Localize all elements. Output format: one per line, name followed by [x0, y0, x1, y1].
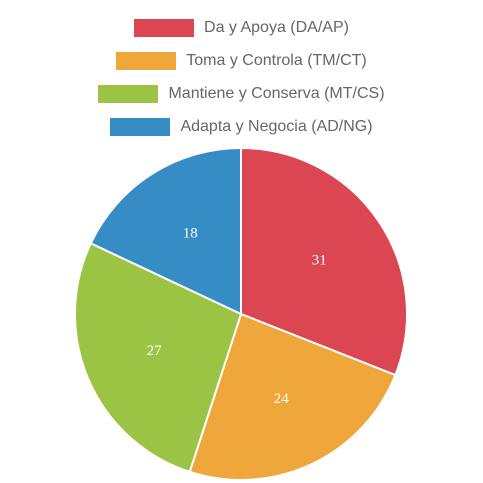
data-label: 31	[312, 252, 327, 268]
legend-swatch	[110, 117, 171, 136]
legend-item[interactable]: Adapta y Negocia (AD/NG)	[0, 110, 483, 143]
legend-item[interactable]: Mantiene y Conserva (MT/CS)	[0, 77, 483, 110]
pie-slice	[240, 146, 408, 377]
legend-item[interactable]: Da y Apoya (DA/AP)	[0, 11, 483, 44]
legend-item[interactable]: Toma y Controla (TM/CT)	[0, 44, 483, 77]
legend-swatch	[116, 51, 177, 70]
legend-swatch	[98, 84, 159, 103]
pie-slice	[188, 312, 397, 481]
legend-label: Mantiene y Conserva (MT/CS)	[168, 84, 385, 102]
pie-slice	[89, 146, 242, 316]
legend-swatch	[134, 18, 195, 37]
legend-label: Da y Apoya (DA/AP)	[204, 18, 349, 36]
legend: Da y Apoya (DA/AP) Toma y Controla (TM/CT…	[0, 11, 483, 143]
data-label: 18	[183, 226, 198, 242]
legend-label: Adapta y Negocia (AD/NG)	[180, 117, 373, 135]
data-label: 27	[147, 343, 163, 359]
legend-label: Toma y Controla (TM/CT)	[186, 51, 367, 69]
pie-slice	[74, 241, 243, 474]
data-label: 24	[274, 391, 290, 407]
